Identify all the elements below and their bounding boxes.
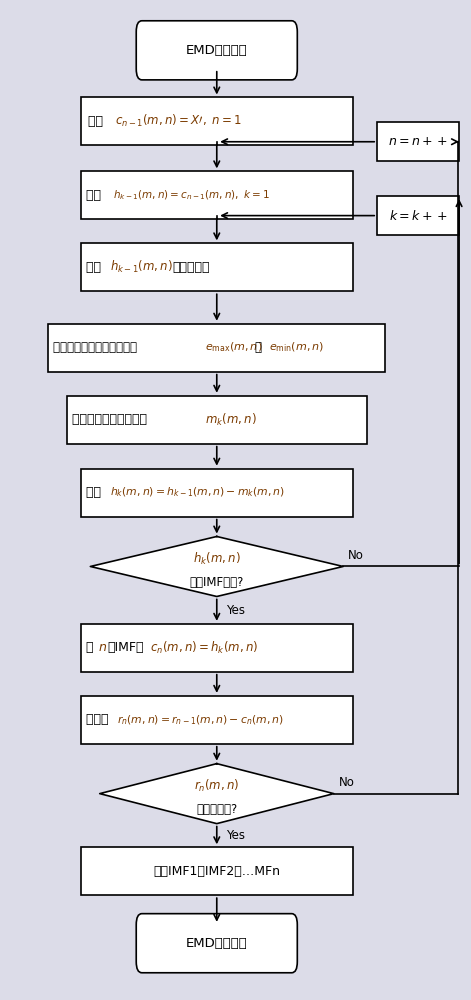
Text: 剩余量: 剩余量 (86, 713, 112, 726)
Text: $r_n(m,n)$: $r_n(m,n)$ (194, 778, 240, 794)
Text: Yes: Yes (226, 829, 245, 842)
Text: $e_{\max}(m,n)$: $e_{\max}(m,n)$ (205, 341, 262, 354)
Text: No: No (339, 776, 354, 789)
Bar (67, 396, 366, 444)
Text: 的局部极値: 的局部极値 (173, 261, 210, 274)
Text: $e_{\min}(m,n)$: $e_{\min}(m,n)$ (269, 341, 325, 354)
Text: 第: 第 (86, 641, 97, 654)
Text: $c_{n-1}(m,n)=X\prime,\ n=1$: $c_{n-1}(m,n)=X\prime,\ n=1$ (115, 113, 243, 129)
Text: EMD分解开始: EMD分解开始 (186, 44, 248, 57)
Text: $c_n(m,n)=h_k(m,n)$: $c_n(m,n)=h_k(m,n)$ (150, 640, 259, 656)
Bar (48, 324, 385, 372)
Text: 保存IMF1，IMF2，…MFn: 保存IMF1，IMF2，…MFn (153, 865, 280, 878)
Text: 采用三次样条求出上下包络: 采用三次样条求出上下包络 (53, 341, 141, 354)
Bar (377, 122, 459, 161)
Text: EMD分解结束: EMD分解结束 (186, 937, 248, 950)
Bar (81, 243, 353, 291)
Text: $m_k(m,n)$: $m_k(m,n)$ (205, 412, 257, 428)
Text: $h_{k-1}(m,n)$: $h_{k-1}(m,n)$ (111, 259, 173, 275)
Text: $h_{k-1}(m,n)=c_{n-1}(m,n),\ k=1$: $h_{k-1}(m,n)=c_{n-1}(m,n),\ k=1$ (113, 188, 269, 202)
FancyBboxPatch shape (136, 21, 297, 80)
Text: $h_k(m,n)$: $h_k(m,n)$ (193, 551, 241, 567)
Text: No: No (348, 549, 364, 562)
Text: 计算: 计算 (86, 486, 105, 499)
Polygon shape (100, 764, 334, 824)
Bar (81, 847, 353, 895)
Bar (81, 469, 353, 517)
Text: 是单调函数?: 是单调函数? (196, 803, 237, 816)
Text: 计算: 计算 (86, 261, 105, 274)
Text: $r_n(m,n)=r_{n-1}(m,n)-c_n(m,n)$: $r_n(m,n)=r_{n-1}(m,n)-c_n(m,n)$ (116, 713, 284, 727)
Bar (81, 696, 353, 744)
Bar (81, 171, 353, 219)
Polygon shape (90, 536, 343, 596)
Bar (81, 97, 353, 145)
FancyBboxPatch shape (136, 914, 297, 973)
Text: 设定: 设定 (88, 115, 107, 128)
Text: 符合IMF条件?: 符合IMF条件? (190, 576, 244, 589)
Text: 个IMF取: 个IMF取 (107, 641, 144, 654)
Text: $k=k++$: $k=k++$ (389, 209, 447, 223)
Bar (81, 624, 353, 672)
Text: 设定: 设定 (86, 189, 105, 202)
Bar (377, 196, 459, 235)
Text: Yes: Yes (226, 604, 245, 617)
Text: 和: 和 (255, 341, 266, 354)
Text: $h_k(m,n)=h_{k-1}(m,n)-m_k(m,n)$: $h_k(m,n)=h_{k-1}(m,n)-m_k(m,n)$ (111, 486, 285, 499)
Text: 求上下包络的均値包络: 求上下包络的均値包络 (72, 413, 151, 426)
Text: $n=n++$: $n=n++$ (388, 135, 448, 148)
Text: $n$: $n$ (98, 641, 107, 654)
